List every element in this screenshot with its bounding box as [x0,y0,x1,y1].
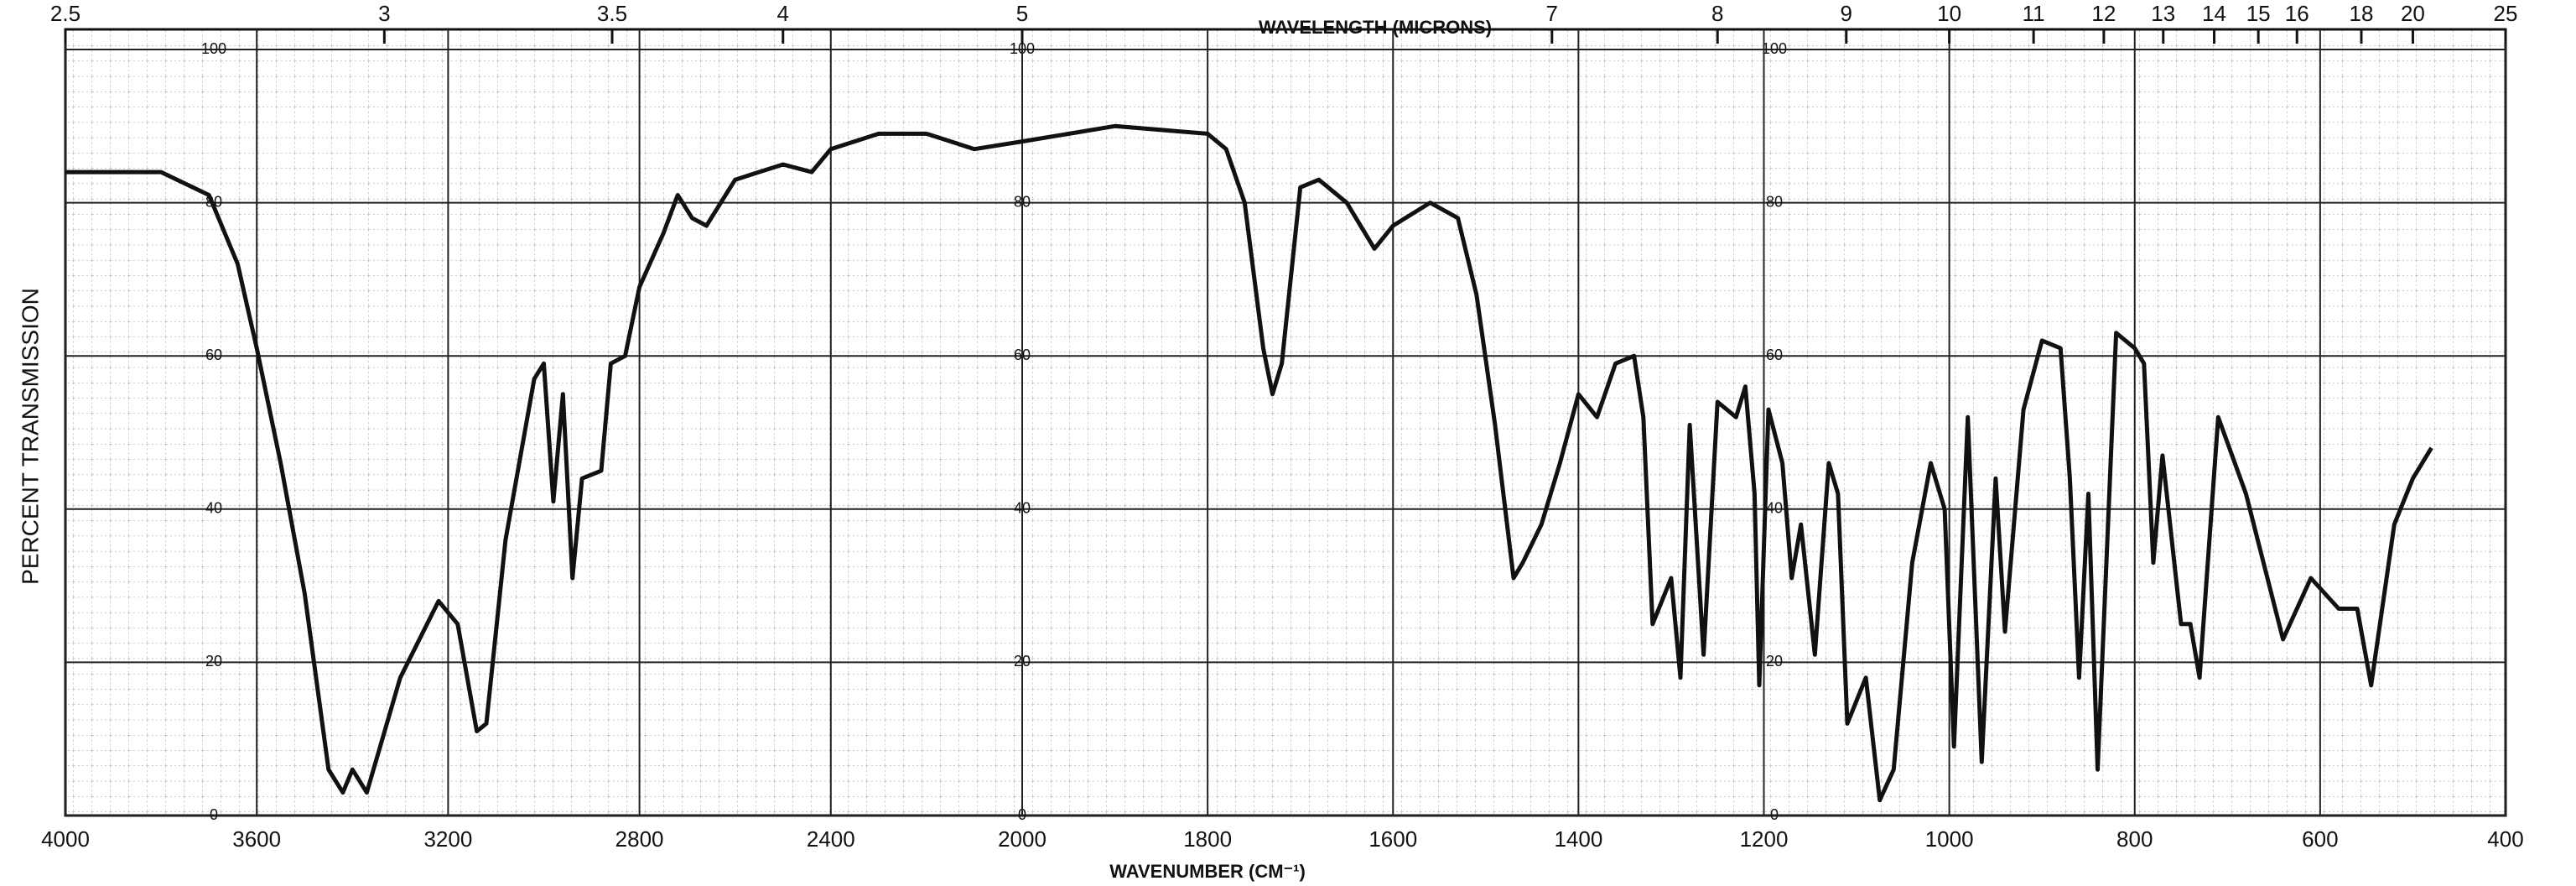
y-tick-label: 60 [1766,347,1783,363]
x2-tick-label: 16 [2285,1,2309,26]
x2-tick-label: 4 [777,1,789,26]
x-tick-label: 1000 [1925,826,1974,852]
x2-tick-label: 3.5 [597,1,627,26]
x-tick-label: 4000 [41,826,90,852]
y-tick-label: 0 [1770,806,1779,823]
y-tick-label: 80 [1766,193,1783,210]
x-tick-label: 800 [2116,826,2153,852]
x-tick-label: 1400 [1554,826,1602,852]
x-tick-label: 1600 [1368,826,1417,852]
y-tick-label: 20 [1766,653,1783,670]
y-tick-label: 60 [205,347,222,363]
x2-tick-label: 11 [2023,1,2045,26]
y-title: PERCENT TRANSMISSION [17,288,43,585]
x2-tick-label: 20 [2401,1,2425,26]
y-tick-label: 100 [1762,40,1787,57]
x-tick-label: 400 [2487,826,2523,852]
x-tick-label: 1200 [1740,826,1789,852]
y-tick-label: 20 [205,653,222,670]
x2-tick-label: 14 [2202,1,2226,26]
y-tick-label: 100 [201,40,226,57]
x-tick-label: 2000 [998,826,1046,852]
x2-tick-label: 8 [1711,1,1723,26]
x-tick-label: 2400 [807,826,855,852]
y-tick-label: 40 [1766,500,1783,517]
x2-tick-label: 5 [1016,1,1028,26]
x2-tick-label: 18 [2350,1,2374,26]
x2-tick-label: 3 [378,1,390,26]
x-title: WAVENUMBER (CM⁻¹) [1109,861,1306,882]
x-tick-label: 1800 [1183,826,1232,852]
x2-tick-label: 25 [2494,1,2518,26]
x2-title: WAVELENGTH (MICRONS) [1259,17,1492,38]
x2-tick-label: 7 [1546,1,1558,26]
x-tick-label: 3600 [232,826,281,852]
x-tick-label: 600 [2302,826,2338,852]
x2-tick-label: 13 [2151,1,2175,26]
x-tick-label: 2800 [615,826,664,852]
x2-tick-label: 15 [2246,1,2271,26]
x-tick-label: 3200 [423,826,472,852]
x2-tick-label: 2.5 [50,1,80,26]
x2-tick-label: 12 [2091,1,2116,26]
plot-frame [64,28,2507,817]
y-tick-label: 0 [210,806,218,823]
x2-tick-label: 10 [1937,1,1961,26]
y-tick-label: 40 [205,500,222,517]
x2-tick-label: 9 [1841,1,1852,26]
spectrum-line [65,123,2433,803]
